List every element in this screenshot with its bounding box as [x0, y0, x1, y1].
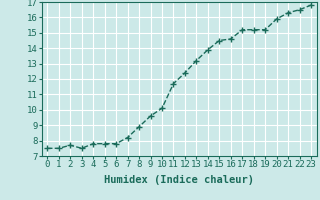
X-axis label: Humidex (Indice chaleur): Humidex (Indice chaleur) — [104, 175, 254, 185]
